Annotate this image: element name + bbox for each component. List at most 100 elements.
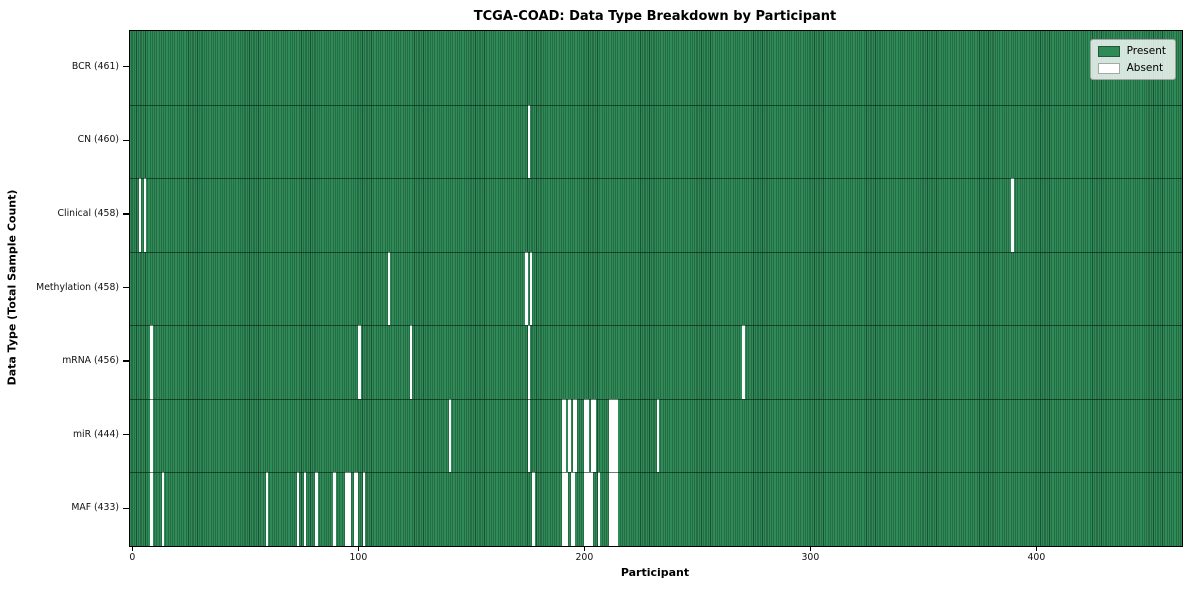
absent-line: [297, 472, 300, 546]
absent-line: [527, 398, 530, 473]
legend-absent-label: Absent: [1126, 62, 1164, 74]
xtick-label-0: 0: [129, 552, 136, 563]
absent-line: [143, 178, 146, 252]
absent-line: [570, 472, 573, 546]
absent-line: [315, 472, 318, 546]
ytick-label-mir: miR (444): [72, 428, 119, 440]
absent-line: [613, 398, 616, 473]
ytick-mark: [123, 434, 129, 436]
absent-line: [344, 472, 347, 546]
xtick-label-100: 100: [349, 552, 368, 563]
legend-present-swatch: [1097, 45, 1120, 57]
absent-line: [575, 398, 578, 473]
ytick-mark: [123, 360, 129, 362]
legend-item-present: Present: [1097, 45, 1166, 57]
absent-line: [448, 398, 451, 473]
row-maf: [130, 472, 1182, 546]
ytick-mark: [123, 139, 129, 141]
row-mir: [130, 398, 1182, 473]
absent-line: [561, 472, 564, 546]
absent-line: [525, 251, 528, 326]
absent-line: [530, 251, 533, 326]
absent-line: [304, 472, 307, 546]
ytick-mark: [123, 213, 129, 215]
row-methylation: [130, 251, 1182, 326]
row-separator: [130, 398, 1182, 400]
absent-line: [609, 472, 612, 546]
absent-line: [613, 472, 616, 546]
absent-line: [358, 325, 361, 399]
row-mrna: [130, 325, 1182, 399]
rows-container: [130, 31, 1182, 546]
absent-line: [1011, 178, 1014, 252]
ytick-mark: [123, 507, 129, 509]
absent-line: [387, 251, 390, 326]
absent-line: [561, 398, 564, 473]
xtick-label-200: 200: [575, 552, 594, 563]
xtick-mark: [583, 546, 585, 551]
absent-line: [742, 325, 745, 399]
absent-line: [333, 472, 336, 546]
xtick-label-300: 300: [801, 552, 820, 563]
legend: Present Absent: [1089, 39, 1176, 80]
xtick-mark: [131, 546, 133, 551]
absent-line: [346, 472, 350, 546]
absent-line: [586, 472, 589, 546]
absent-line: [609, 398, 612, 473]
xtick-mark: [809, 546, 811, 551]
absent-line: [349, 472, 352, 546]
absent-line: [532, 472, 535, 546]
absent-line: [265, 472, 268, 546]
absent-line: [563, 398, 567, 473]
ytick-label-methylation: Methylation (458): [36, 281, 119, 293]
ytick-label-bcr: BCR (461): [71, 60, 119, 72]
absent-line: [656, 398, 659, 473]
absent-line: [353, 472, 356, 546]
absent-line: [563, 472, 567, 546]
absent-line: [527, 325, 530, 399]
absent-line: [591, 472, 594, 546]
ytick-mark: [123, 66, 129, 68]
row-separator: [130, 325, 1182, 327]
row-bcr: [130, 31, 1182, 105]
ytick-mark: [123, 286, 129, 289]
ytick-label-maf: MAF (433): [71, 502, 119, 514]
ytick-label-cn: CN (460): [77, 134, 119, 146]
absent-line: [139, 178, 142, 252]
row-separator: [130, 104, 1182, 106]
absent-line: [150, 472, 153, 546]
absent-line: [527, 104, 530, 179]
absent-line: [150, 398, 153, 473]
absent-line: [362, 472, 366, 546]
absent-line: [586, 398, 589, 473]
absent-line: [161, 472, 164, 546]
legend-present-label: Present: [1126, 45, 1166, 57]
row-cn: [130, 104, 1182, 179]
row-clinical: [130, 178, 1182, 252]
absent-line: [355, 472, 359, 546]
x-axis-label: Participant: [620, 566, 690, 579]
ytick-label-mrna: mRNA (456): [62, 355, 119, 367]
absent-line: [572, 398, 576, 473]
legend-item-absent: Absent: [1097, 62, 1166, 74]
absent-line: [615, 472, 619, 546]
ytick-label-clinical: Clinical (458): [57, 207, 119, 219]
absent-line: [615, 398, 619, 473]
absent-line: [611, 398, 614, 473]
absent-line: [588, 472, 592, 546]
absent-line: [591, 398, 594, 473]
absent-line: [597, 472, 601, 546]
xtick-label-400: 400: [1027, 552, 1046, 563]
legend-absent-swatch: [1097, 62, 1120, 74]
xtick-mark: [357, 546, 359, 551]
absent-line: [584, 398, 587, 473]
absent-line: [568, 398, 571, 473]
row-separator: [130, 472, 1182, 474]
absent-line: [566, 472, 569, 546]
absent-line: [611, 472, 614, 546]
absent-line: [410, 325, 413, 399]
row-separator: [130, 178, 1182, 180]
absent-line: [150, 325, 153, 399]
absent-line: [584, 472, 587, 546]
